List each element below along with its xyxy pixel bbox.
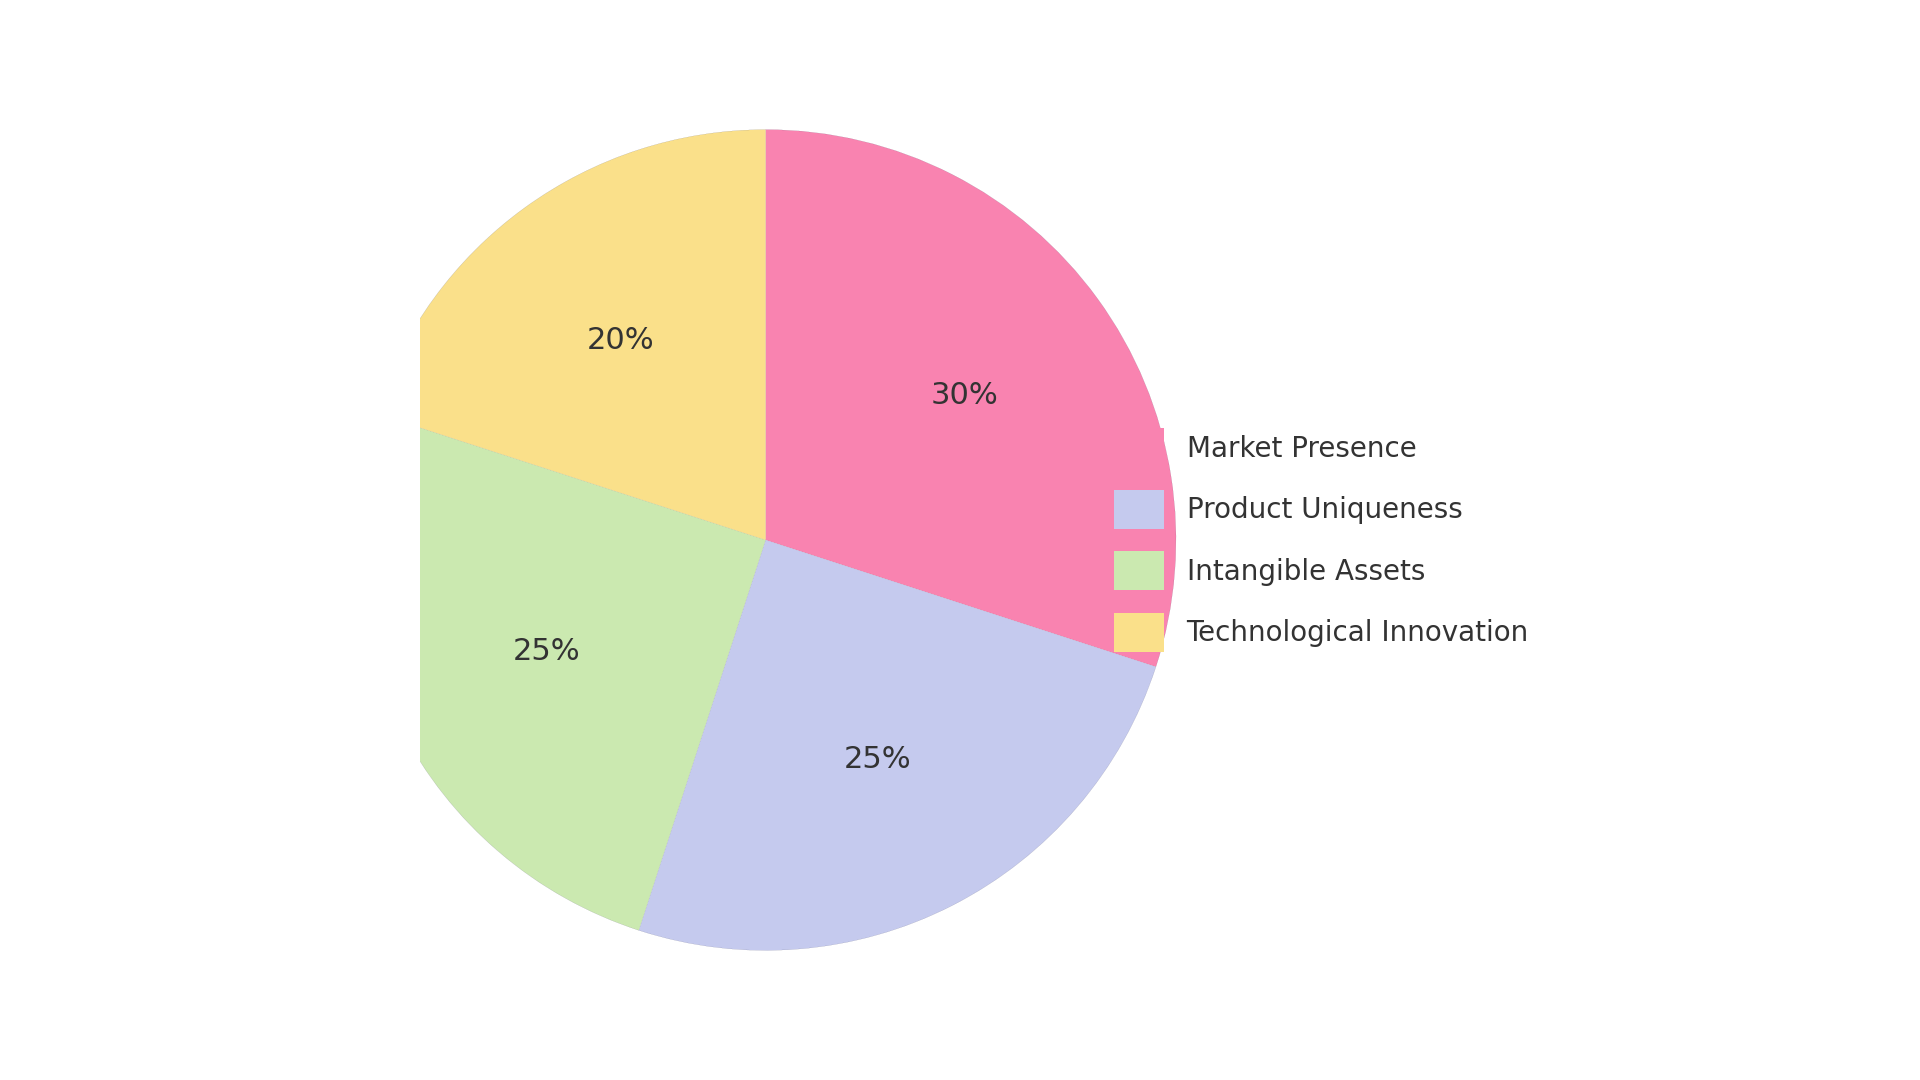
Wedge shape: [355, 414, 766, 930]
Text: 25%: 25%: [513, 637, 580, 666]
Text: 30%: 30%: [931, 381, 998, 409]
Legend: Market Presence, Product Uniqueness, Intangible Assets, Technological Innovation: Market Presence, Product Uniqueness, Int…: [1114, 428, 1528, 652]
Wedge shape: [766, 130, 1175, 666]
Text: 20%: 20%: [588, 326, 655, 355]
Wedge shape: [639, 540, 1156, 950]
Text: 25%: 25%: [843, 745, 912, 774]
Wedge shape: [374, 130, 766, 540]
